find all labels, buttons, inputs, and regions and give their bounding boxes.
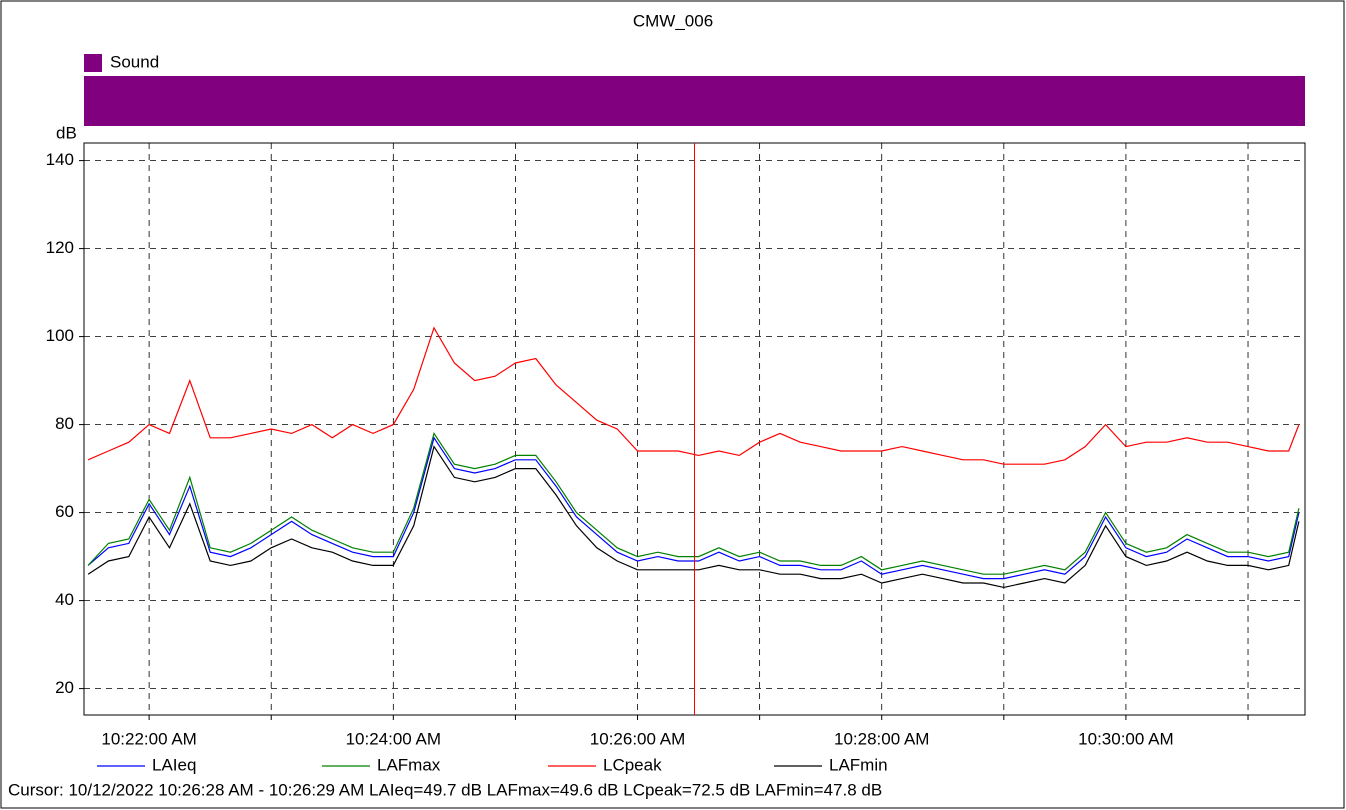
legend-label: LAFmax (377, 755, 441, 774)
y-tick-label: 40 (55, 590, 74, 609)
y-tick-label: 20 (55, 678, 74, 697)
legend-label: LCpeak (603, 755, 662, 774)
series-line (87, 445, 1300, 589)
y-axis-label: dB (56, 123, 77, 142)
x-tick-label: 10:26:00 AM (590, 729, 685, 748)
series-line (87, 431, 1300, 575)
x-tick-label: 10:24:00 AM (346, 729, 441, 748)
x-tick-label: 10:22:00 AM (101, 729, 196, 748)
y-tick-label: 80 (55, 414, 74, 433)
x-tick-label: 10:30:00 AM (1078, 729, 1173, 748)
y-tick-label: 140 (46, 150, 74, 169)
y-tick-label: 60 (55, 502, 74, 521)
y-tick-label: 100 (46, 326, 74, 345)
cursor-readout: Cursor: 10/12/2022 10:26:28 AM - 10:26:2… (8, 780, 882, 799)
chart-title: CMW_006 (633, 11, 713, 30)
x-tick-label: 10:28:00 AM (834, 729, 929, 748)
legend-label: LAFmin (829, 755, 888, 774)
band (84, 76, 1305, 126)
band-legend-label: Sound (110, 52, 159, 71)
series-line (87, 436, 1300, 580)
band-legend-swatch (84, 54, 102, 72)
series-line (87, 326, 1300, 465)
legend-label: LAIeq (152, 755, 196, 774)
y-tick-label: 120 (46, 238, 74, 257)
